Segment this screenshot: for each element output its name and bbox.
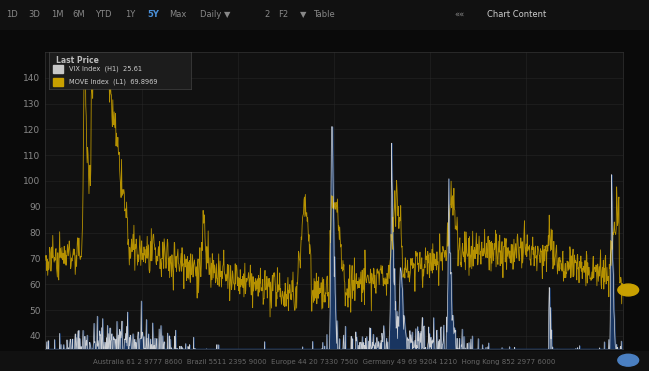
- Bar: [53, 65, 63, 73]
- Text: Table: Table: [313, 10, 336, 19]
- Text: MOVE Index  (L1)  69.8969: MOVE Index (L1) 69.8969: [69, 78, 157, 85]
- Text: YTD: YTD: [95, 10, 111, 19]
- Text: 3D: 3D: [29, 10, 40, 19]
- Text: Daily ▼: Daily ▼: [200, 10, 230, 19]
- Text: ▼: ▼: [300, 10, 306, 19]
- Text: F2: F2: [278, 10, 288, 19]
- Text: 5Y: 5Y: [147, 10, 159, 19]
- Text: Chart Content: Chart Content: [487, 10, 546, 19]
- Text: 2: 2: [264, 10, 269, 19]
- Text: 1D: 1D: [6, 10, 18, 19]
- Text: 6M: 6M: [73, 10, 85, 19]
- Text: VIX Index  (H1)  25.61: VIX Index (H1) 25.61: [69, 65, 141, 72]
- Text: ««: ««: [454, 10, 465, 19]
- Text: Last Price: Last Price: [56, 56, 99, 65]
- Bar: [53, 78, 63, 86]
- Text: Max: Max: [169, 10, 187, 19]
- Text: 1Y: 1Y: [125, 10, 136, 19]
- Text: Australia 61 2 9777 8600  Brazil 5511 2395 9000  Europe 44 20 7330 7500  Germany: Australia 61 2 9777 8600 Brazil 5511 239…: [93, 359, 556, 365]
- Text: 1M: 1M: [51, 10, 63, 19]
